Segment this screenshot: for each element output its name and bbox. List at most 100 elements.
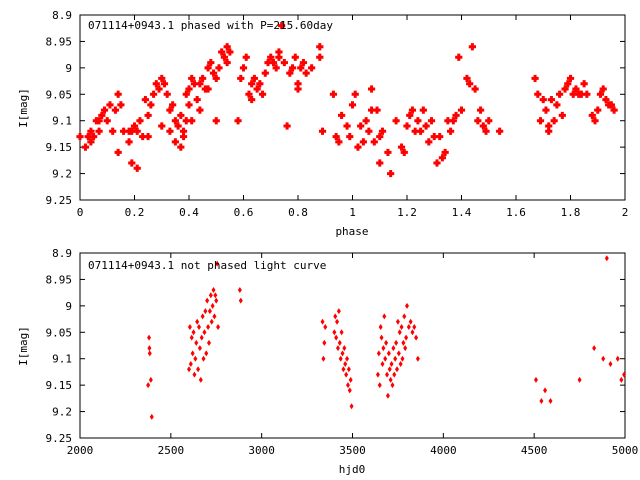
phased-data-point	[199, 74, 207, 83]
phased-data-point	[397, 143, 406, 151]
phased-data-point	[220, 53, 229, 61]
unphased-data-point	[214, 297, 219, 304]
unphased-data-point	[340, 350, 345, 357]
unphased-data-point	[196, 366, 201, 373]
phased-data-point	[185, 101, 193, 109]
unphased-data-point	[202, 329, 207, 336]
unphased-data-point	[209, 318, 214, 325]
unphased-data-point	[391, 345, 396, 352]
phased-data-point	[212, 117, 220, 125]
phased-data-point	[556, 90, 564, 98]
unphased-data-point	[398, 361, 403, 367]
unphased-y-tick-label: 9.25	[46, 432, 73, 445]
phased-data-point	[373, 106, 381, 114]
phased-panel: 0 0.2 0.4 0.6 0.8 1 1.2 1.4 1.6 1.8 2 8.9 8.95 9 9.05…	[17, 9, 628, 238]
unphased-data-point	[206, 324, 211, 330]
phased-data-point	[457, 106, 466, 114]
unphased-data-point	[592, 345, 597, 352]
phased-data-point	[171, 138, 179, 146]
phased-x-tick-label: 2	[622, 206, 629, 219]
phased-data-point	[316, 53, 324, 61]
unphased-data-point	[207, 308, 212, 315]
unphased-data-point	[401, 339, 406, 346]
phased-data-point	[133, 164, 141, 172]
phased-data-point	[545, 122, 553, 130]
phased-data-point	[136, 117, 144, 125]
unphased-data-point	[403, 345, 408, 352]
phased-data-point	[561, 85, 569, 93]
phased-y-tick-label: 9.05	[46, 88, 73, 101]
phased-x-tick-label: 1	[349, 206, 356, 219]
phased-data-point	[98, 111, 106, 120]
phased-data-point	[534, 90, 542, 98]
phased-data-point	[90, 132, 98, 141]
phased-data-point	[144, 111, 152, 120]
unphased-data-point	[335, 345, 340, 352]
phased-data-point	[256, 80, 264, 88]
phased-data-point	[441, 148, 449, 157]
phased-data-point	[275, 53, 283, 61]
phased-data-point	[237, 74, 245, 83]
phased-data-point	[245, 90, 253, 98]
unphased-data-point	[400, 355, 405, 362]
unphased-data-point	[344, 371, 349, 378]
phased-x-tick-label: 0.2	[125, 206, 145, 219]
phased-data-point	[76, 132, 84, 141]
unphased-data-point	[604, 255, 609, 262]
unphased-data-point	[336, 308, 341, 315]
unphased-data-point	[533, 376, 538, 383]
unphased-data-point	[404, 334, 409, 341]
phased-data-point	[531, 74, 539, 83]
phased-data-point	[354, 143, 362, 151]
phased-data-point	[182, 117, 190, 125]
unphased-data-point	[322, 339, 327, 346]
unphased-data-point	[146, 382, 151, 389]
unphased-data-point	[191, 329, 196, 336]
phased-data-point	[267, 53, 275, 61]
phased-data-point	[204, 85, 212, 93]
phased-x-axis-label: phase	[335, 225, 368, 238]
phased-x-tick-label: 0.6	[234, 206, 254, 219]
unphased-data-point	[147, 334, 152, 341]
unphased-data-point	[608, 361, 613, 367]
unphased-panel: 2000 2500 3000 3500 4000 4500 5000 8.9 8.95 9 9.0…	[17, 247, 638, 476]
phased-data-point	[196, 106, 204, 114]
phased-y-ticks: 8.9 8.95 9 9.05 9.1 9.15 9.2 9.25	[46, 9, 625, 207]
phased-data-point	[547, 95, 556, 104]
phased-data-point	[139, 132, 147, 141]
unphased-data-point	[548, 398, 553, 404]
phased-data-point	[550, 117, 558, 125]
phased-data-point	[572, 85, 580, 93]
phased-data-point	[147, 101, 155, 109]
unphased-data-point	[376, 350, 381, 357]
phased-data-point	[308, 64, 316, 72]
phased-x-tick-label: 1.4	[452, 206, 472, 219]
phased-data-point	[471, 85, 479, 93]
unphased-data-point	[211, 287, 216, 293]
phased-data-point	[580, 80, 588, 88]
phased-data-point	[253, 85, 261, 93]
phased-x-ticks: 0 0.2 0.4 0.6 0.8 1 1.2 1.4 1.6 1.8 2	[77, 15, 629, 219]
unphased-data-point	[206, 339, 211, 346]
phased-data-point	[400, 148, 408, 157]
unphased-data-point	[237, 287, 242, 293]
phased-data-point	[558, 111, 566, 120]
unphased-data-point	[378, 324, 383, 330]
unphased-data-point	[408, 318, 413, 325]
unphased-data-point	[215, 260, 220, 267]
unphased-data-point	[210, 302, 215, 309]
phased-data-point	[474, 117, 482, 125]
phased-data-point	[158, 74, 166, 83]
phased-data-point	[610, 106, 618, 114]
unphased-x-ticks: 2000 2500 3000 3500 4000 4500 5000	[67, 253, 638, 457]
phased-data-point	[100, 106, 109, 114]
unphased-data-point	[349, 403, 354, 410]
unphased-data-point	[198, 376, 203, 383]
phased-data-point	[155, 85, 163, 93]
phased-y-tick-label: 9	[65, 62, 72, 75]
unphased-data-point	[539, 398, 544, 404]
phased-data-point	[218, 48, 226, 56]
unphased-data-point	[189, 334, 194, 341]
unphased-data-point	[201, 355, 206, 362]
